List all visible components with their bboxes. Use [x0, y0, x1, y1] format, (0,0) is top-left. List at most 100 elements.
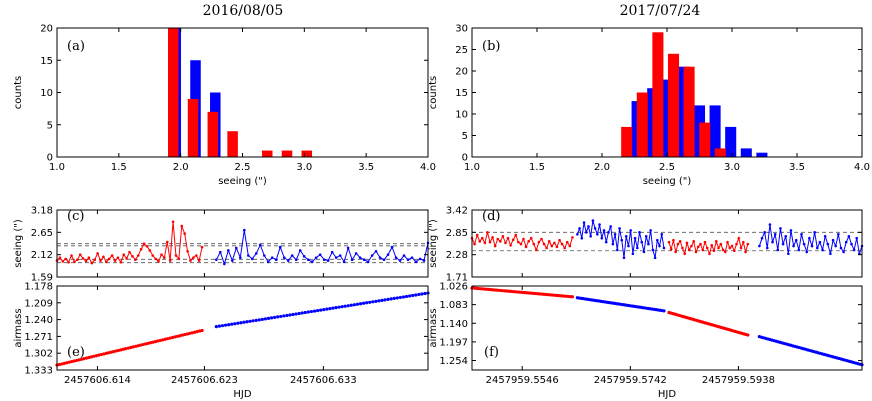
data-point — [340, 305, 344, 309]
data-point — [254, 318, 258, 322]
data-point — [609, 225, 612, 228]
data-point — [338, 254, 342, 257]
y-tick-label: 5 — [462, 131, 468, 142]
data-point — [651, 248, 655, 252]
y-axis-label: seeing (") — [428, 219, 439, 268]
data-point — [102, 352, 106, 356]
y-axis-label: airmass — [13, 308, 24, 347]
data-point — [154, 257, 157, 261]
data-point — [386, 297, 390, 301]
data-point — [613, 232, 617, 236]
data-point — [406, 258, 410, 262]
data-point — [560, 242, 564, 246]
data-point — [398, 295, 402, 300]
data-point — [165, 240, 169, 244]
data-point — [653, 256, 657, 260]
bar-blue — [756, 152, 768, 157]
data-point — [591, 219, 595, 222]
bar-red — [261, 150, 273, 157]
data-point — [290, 254, 294, 257]
data-point — [374, 249, 378, 253]
data-point — [491, 236, 494, 239]
data-point — [669, 247, 673, 251]
data-point — [735, 242, 738, 246]
y-axis-label: counts — [428, 76, 439, 109]
data-point — [77, 358, 81, 362]
data-point — [173, 335, 177, 339]
bar-red — [667, 53, 680, 157]
data-point — [105, 260, 108, 264]
x-axis-label: HJD — [233, 389, 251, 400]
x-tick-label: 2457959.5742 — [594, 375, 667, 386]
data-point — [488, 240, 492, 244]
series-line-red — [56, 221, 203, 264]
data-point — [330, 250, 334, 254]
data-point — [239, 256, 242, 259]
panel-airmass_f: 1.026 1.083 1.140 1.197 1.254 2457959.5546 245… — [428, 282, 864, 400]
y-tick-label: 1.083 — [439, 300, 468, 311]
data-point — [151, 340, 155, 344]
plot-frame — [471, 209, 863, 278]
data-point — [136, 344, 140, 348]
data-point — [524, 245, 528, 249]
x-tick-label: 1.0 — [49, 162, 65, 173]
data-point — [358, 256, 362, 259]
x-tick-label: 2457959.5546 — [486, 375, 559, 386]
data-point — [582, 221, 586, 224]
data-point — [568, 244, 572, 248]
panel-seeing_c: 1.59 2.12 2.65 3.18 seeing (") (c) — [13, 206, 430, 284]
data-point — [805, 250, 809, 254]
data-point — [188, 331, 192, 335]
data-point — [678, 240, 682, 243]
data-point — [239, 321, 243, 325]
data-point — [662, 309, 666, 313]
data-point — [831, 238, 835, 242]
x-tick-label: 4.0 — [420, 162, 436, 173]
data-point — [300, 311, 304, 315]
data-point — [60, 362, 64, 366]
data-point — [407, 294, 412, 298]
bar-red — [699, 122, 711, 157]
y-axis-label: seeing (") — [13, 219, 24, 268]
data-point — [90, 261, 94, 265]
data-point — [362, 258, 366, 262]
data-point — [395, 296, 399, 300]
data-point — [294, 258, 298, 262]
data-point — [245, 320, 249, 324]
data-point — [175, 334, 180, 338]
data-point — [156, 339, 160, 343]
data-point — [78, 253, 82, 256]
data-point — [291, 312, 295, 317]
data-point — [418, 257, 422, 261]
data-point — [511, 238, 515, 242]
data-point — [231, 259, 234, 262]
data-point — [739, 246, 743, 250]
y-tick-label: 0 — [47, 153, 53, 164]
data-point — [844, 240, 848, 244]
data-point — [667, 240, 671, 244]
data-point — [136, 254, 140, 257]
data-point — [644, 234, 648, 238]
data-point — [168, 259, 172, 262]
data-point — [186, 249, 189, 253]
data-point — [246, 254, 250, 257]
data-point — [737, 236, 741, 240]
y-tick-label: 15 — [455, 88, 468, 99]
data-point — [89, 355, 94, 359]
data-point — [826, 242, 830, 246]
data-point — [334, 256, 338, 259]
data-point — [76, 258, 79, 262]
data-point — [138, 343, 143, 347]
y-tick-label: 10 — [40, 88, 53, 99]
data-point — [545, 246, 548, 250]
x-tick-label: 1.0 — [464, 162, 480, 173]
data-point — [672, 238, 675, 242]
data-point — [547, 240, 551, 243]
y-tick-label: 1.271 — [24, 332, 53, 343]
data-point — [163, 256, 166, 259]
data-point — [681, 246, 684, 250]
series-line-blue — [576, 220, 665, 258]
data-point — [298, 249, 302, 252]
y-tick-label: 1.59 — [31, 273, 53, 284]
data-point — [810, 244, 814, 248]
